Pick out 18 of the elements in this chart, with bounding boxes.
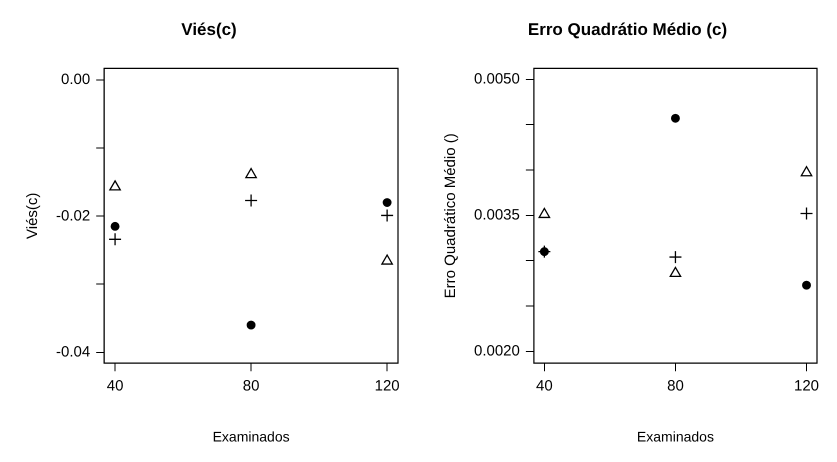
y-tick-label: 0.0020	[474, 342, 520, 360]
x-tick-label: 80	[667, 377, 684, 394]
y-axis-title: Viés(c)	[24, 192, 42, 240]
y-tick-label: -0.04	[56, 343, 90, 360]
x-tick-label: 40	[536, 377, 553, 394]
chart-title: Erro Quadrátio Médio (c)	[528, 20, 728, 39]
y-tick-label: 0.0050	[474, 70, 520, 88]
chart-title: Viés(c)	[181, 20, 237, 39]
y-tick-label: -0.02	[56, 207, 90, 224]
x-tick-label: 120	[374, 377, 400, 394]
y-tick-label: 0.00	[60, 71, 90, 88]
x-tick-label: 40	[106, 377, 124, 394]
x-tick-label: 120	[794, 377, 820, 394]
y-axis-title: Erro Quadrático Médio ()	[442, 133, 460, 298]
x-axis-title: Examinados	[636, 428, 714, 444]
x-axis-title: Examinados	[212, 428, 290, 444]
y-tick-label: 0.0035	[474, 206, 520, 224]
x-tick-label: 80	[242, 377, 260, 394]
